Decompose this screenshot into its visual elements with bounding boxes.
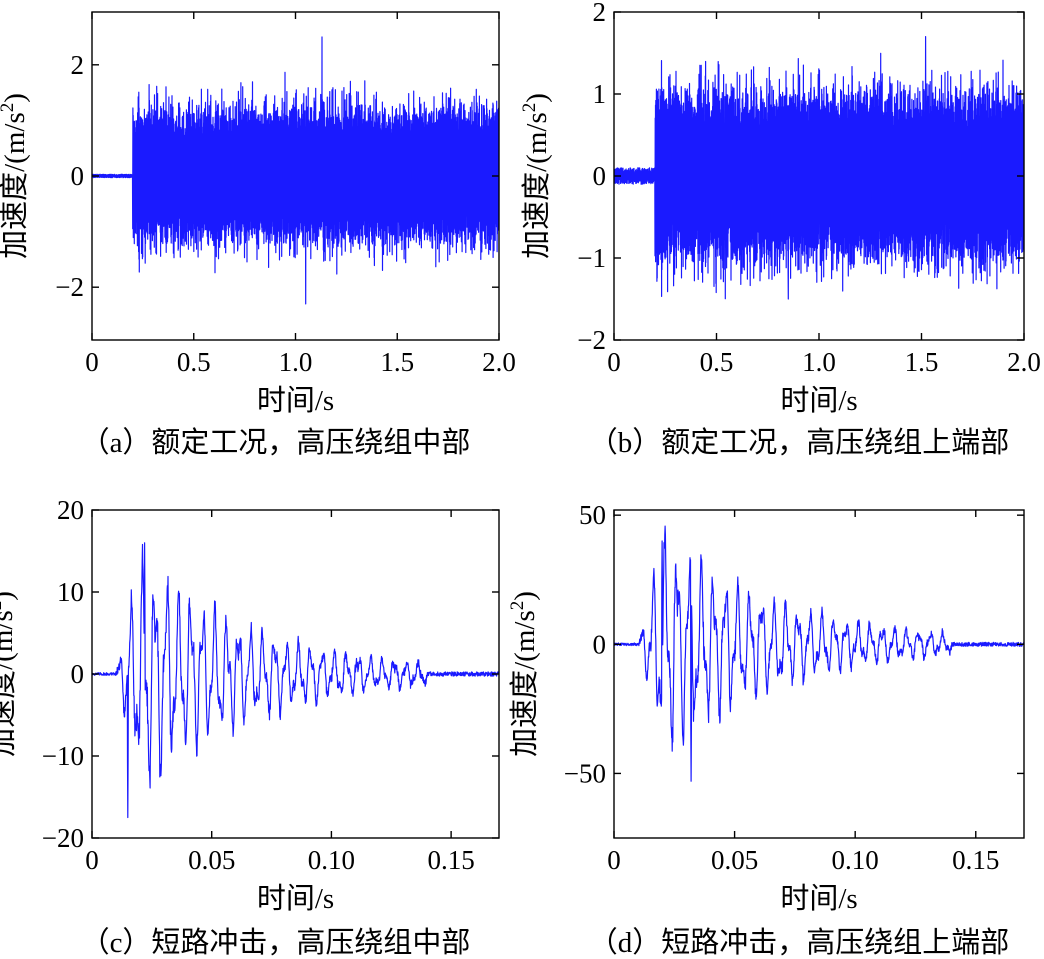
x-tick-label: 0.5 bbox=[700, 347, 734, 377]
y-tick-label: 10 bbox=[57, 577, 84, 607]
series-line-acceleration bbox=[92, 542, 499, 819]
x-tick-label: 1.0 bbox=[802, 347, 836, 377]
panel-caption: （a）额定工况，高压绕组中部 bbox=[81, 426, 471, 459]
series-line-acceleration bbox=[614, 525, 1024, 782]
panel-d: 0 0.05 0.10 0.15 −50 0 50 时间/s 加速度/(m/s2) （d）短路冲击… bbox=[507, 500, 1025, 959]
panel-c: 0 0.05 0.10 0.15 −20 −10 0 10 20 时间/s 加速度/(m/s2) （c… bbox=[0, 495, 500, 959]
y-tick-label: 2 bbox=[593, 0, 607, 27]
y-axis-label: 加速度/(m/s2) bbox=[507, 591, 541, 757]
y-tick-label: 1 bbox=[593, 79, 607, 109]
series-line-acceleration bbox=[92, 36, 499, 305]
x-tick-label: 2.0 bbox=[482, 347, 516, 377]
y-axis-label: 加速度/(m/s2) bbox=[0, 591, 19, 757]
y-axis-label: 加速度/(m/s2) bbox=[0, 93, 31, 259]
y-tick-label: 0 bbox=[593, 629, 607, 659]
x-axis-label: 时间/s bbox=[780, 882, 857, 915]
y-tick-label: −2 bbox=[55, 272, 84, 302]
panel-caption: （d）短路冲击，高压绕组上端部 bbox=[589, 926, 1010, 959]
y-tick-label: 2 bbox=[71, 50, 85, 80]
y-axis-label: 加速度/(m/s2) bbox=[519, 93, 553, 259]
panel-caption: （b）额定工况，高压绕组上端部 bbox=[589, 426, 1010, 459]
x-tick-label: 0 bbox=[607, 845, 621, 875]
x-tick-label: 0.10 bbox=[308, 845, 355, 875]
panel-a: 0 0.5 1.0 1.5 2.0 −2 0 2 时间/s 加速度/(m/s2) （a）额定工况，高… bbox=[0, 11, 516, 459]
y-tick-label: −10 bbox=[42, 741, 84, 771]
x-tick-label: 1.0 bbox=[279, 347, 313, 377]
panel-caption: （c）短路冲击，高压绕组中部 bbox=[81, 926, 471, 959]
y-tick-label: 50 bbox=[579, 500, 606, 530]
x-tick-label: 0.5 bbox=[177, 347, 211, 377]
x-tick-label: 1.5 bbox=[380, 347, 414, 377]
y-tick-label: −1 bbox=[577, 243, 606, 273]
x-axis-label: 时间/s bbox=[780, 384, 857, 417]
y-tick-label: −20 bbox=[42, 823, 84, 853]
y-tick-label: −2 bbox=[577, 325, 606, 355]
series-line-acceleration bbox=[614, 36, 1024, 300]
x-tick-label: 1.5 bbox=[905, 347, 939, 377]
x-tick-label: 0 bbox=[85, 347, 99, 377]
y-tick-label: 0 bbox=[593, 161, 607, 191]
x-tick-label: 0 bbox=[85, 845, 99, 875]
y-tick-label: 0 bbox=[71, 161, 85, 191]
panel-b: 0 0.5 1.0 1.5 2.0 −2 −1 0 1 2 时间/s 加速度/(m/s2) （b）额定工… bbox=[519, 0, 1041, 459]
x-tick-label: 0.05 bbox=[188, 845, 235, 875]
x-axis-label: 时间/s bbox=[257, 882, 334, 915]
x-tick-label: 0.15 bbox=[427, 845, 474, 875]
x-axis-label: 时间/s bbox=[257, 384, 334, 417]
x-tick-label: 2.0 bbox=[1007, 347, 1041, 377]
x-tick-label: 0.15 bbox=[952, 845, 999, 875]
y-tick-label: 20 bbox=[57, 495, 84, 525]
x-tick-label: 0 bbox=[607, 347, 621, 377]
y-tick-label: −50 bbox=[564, 758, 606, 788]
y-tick-label: 0 bbox=[71, 659, 85, 689]
x-tick-label: 0.05 bbox=[711, 845, 758, 875]
plot-frame bbox=[613, 509, 1025, 839]
x-tick-label: 0.10 bbox=[832, 845, 879, 875]
